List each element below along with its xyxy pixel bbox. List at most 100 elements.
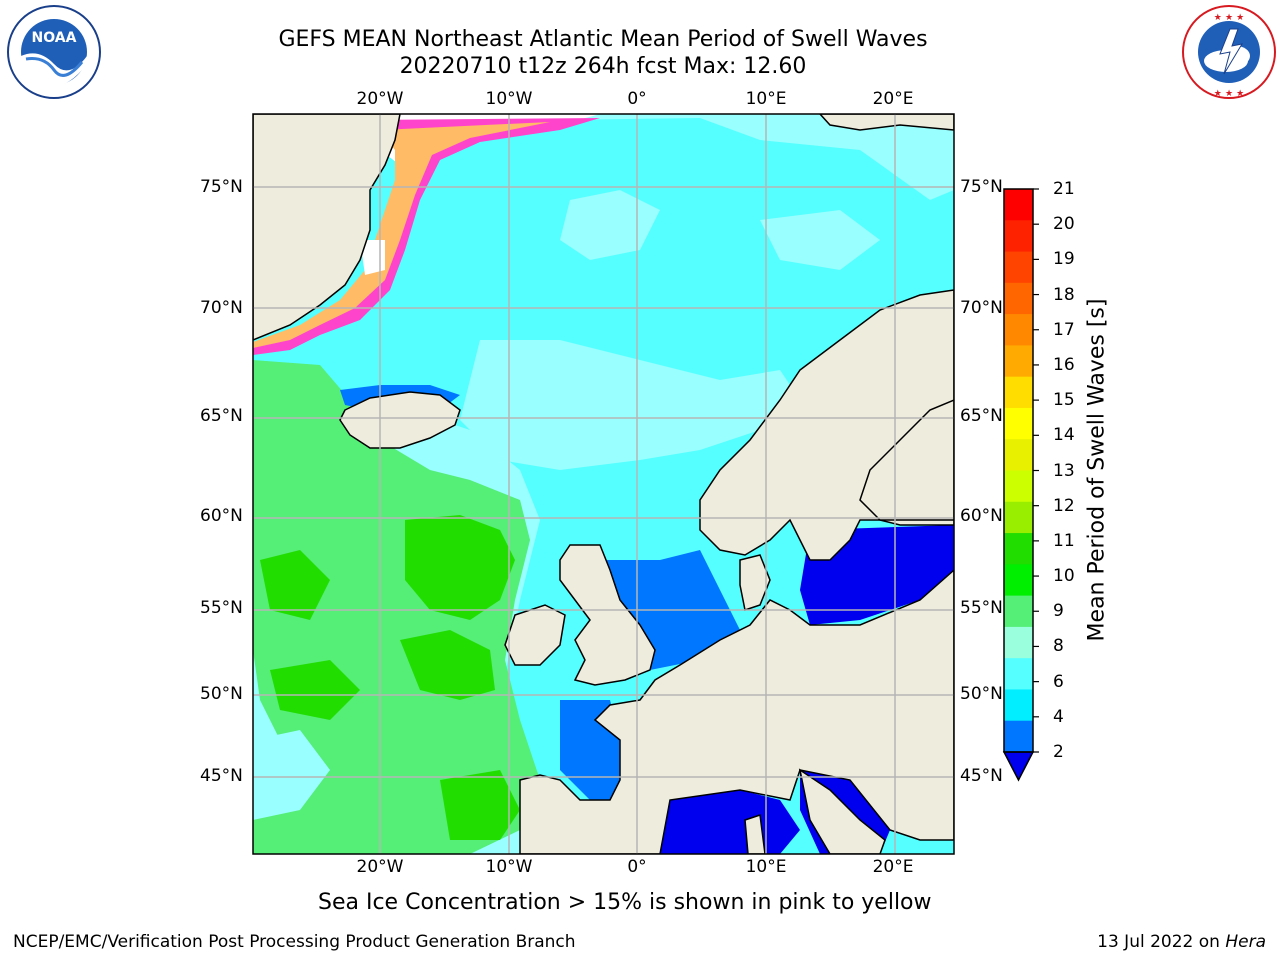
chart-subtitle: 20220710 t12z 264h fcst Max: 12.60 [399, 54, 807, 79]
left-lat-label: 70°N [200, 298, 243, 318]
colorbar-segment [1004, 407, 1033, 440]
colorbar-tick-label: 18 [1053, 284, 1075, 305]
footer-date-text: 13 Jul 2022 on [1097, 932, 1226, 952]
colorbar-tick-label: 8 [1053, 636, 1064, 657]
bottom-lon-label: 0° [627, 857, 647, 877]
colorbar-tick-label: 13 [1053, 460, 1075, 481]
colorbar-segment [1004, 595, 1033, 628]
light-cyan-region [460, 340, 800, 470]
right-lat-label: 50°N [960, 684, 1003, 704]
noaa-logo-text: NOAA [32, 30, 77, 46]
colorbar-label: Mean Period of Swell Waves [s] [1084, 298, 1110, 642]
colorbar-tick-label: 20 [1053, 214, 1075, 235]
noaa-logo: NOAA [7, 5, 101, 99]
right-lat-label: 60°N [960, 506, 1003, 526]
top-lon-label: 10°W [485, 89, 533, 109]
land-greenland [253, 114, 401, 341]
colorbar-tick-label: 15 [1053, 390, 1075, 411]
land-ireland [504, 604, 566, 666]
colorbar-tick-label: 11 [1053, 530, 1075, 551]
colorbar-segment [1004, 345, 1033, 378]
colorbar-segment [1004, 533, 1033, 565]
left-lat-label: 60°N [200, 506, 243, 526]
map-frame [252, 113, 955, 855]
nws-logo: ★ ★ ★ ★ ★ ★ [1182, 5, 1276, 99]
land-italy [798, 768, 886, 854]
light-cyan-region [560, 114, 954, 200]
footer-credit: NCEP/EMC/Verification Post Processing Pr… [13, 932, 576, 952]
colorbar-tick-label: 6 [1053, 671, 1064, 692]
colorbar-segment [1004, 251, 1033, 284]
bright-green-region [440, 770, 520, 840]
colorbar-segment [1004, 720, 1033, 753]
top-lon-label: 20°W [356, 89, 404, 109]
colorbar-segment [1004, 376, 1033, 409]
left-lat-label: 45°N [200, 766, 243, 786]
colorbar-tick-label: 9 [1053, 601, 1064, 622]
land [253, 114, 954, 854]
light-cyan-region [253, 730, 330, 820]
land-denmark [739, 554, 771, 611]
left-lat-label: 65°N [200, 406, 243, 426]
footer-host: Hera [1225, 932, 1266, 952]
left-lat-label: 75°N [200, 177, 243, 197]
colorbar-segment [1004, 439, 1033, 471]
colorbar-segment [1004, 189, 1033, 221]
colorbar-tick-label: 14 [1053, 425, 1075, 446]
colorbar-segment [1004, 282, 1033, 315]
colorbar-segment [1004, 626, 1033, 659]
light-cyan-region [560, 190, 660, 260]
bright-green-region [400, 630, 495, 700]
land-great-britain [559, 544, 656, 686]
chart-title: GEFS MEAN Northeast Atlantic Mean Period… [278, 27, 928, 52]
colorbar-extend-triangle [1002, 751, 1035, 782]
colorbar-segment [1004, 564, 1033, 597]
bright-green-region [270, 660, 360, 720]
bright-green-region [260, 550, 330, 620]
top-lon-label: 20°E [872, 89, 914, 109]
colorbar-tick-label: 2 [1053, 742, 1064, 762]
footer-date: 13 Jul 2022 on Hera [1097, 932, 1266, 952]
sea-ice-caption: Sea Ice Concentration > 15% is shown in … [318, 890, 932, 915]
colorbar-tick-label: 19 [1053, 249, 1075, 270]
map-area [253, 114, 954, 854]
ice-orange-band [253, 122, 550, 348]
bottom-lon-label: 10°W [485, 857, 533, 877]
colorbar-tick-label: 21 [1053, 179, 1075, 199]
colorbar-tick-label: 12 [1053, 495, 1075, 516]
colorbar-segment [1004, 658, 1033, 690]
colorbar-segment [1004, 220, 1033, 253]
colorbar-segment [1004, 689, 1033, 722]
land-iceland [339, 391, 461, 449]
right-lat-label: 55°N [960, 598, 1003, 618]
colorbar-tick-label: 17 [1053, 319, 1075, 340]
right-lat-label: 45°N [960, 766, 1003, 786]
right-lat-label: 70°N [960, 298, 1003, 318]
bottom-lon-label: 20°W [356, 857, 404, 877]
dark-blue-region [660, 790, 800, 854]
left-lat-label: 55°N [200, 598, 243, 618]
light-cyan-region [760, 210, 880, 270]
land-svalbard [818, 114, 954, 131]
svg-text:★ ★ ★: ★ ★ ★ [1214, 13, 1244, 23]
land-sardinia [744, 814, 766, 854]
colorbar-segment [1004, 470, 1033, 503]
bottom-lon-label: 10°E [745, 857, 787, 877]
right-lat-label: 75°N [960, 177, 1003, 197]
colorbar-segment [1004, 314, 1033, 346]
right-lat-label: 65°N [960, 406, 1003, 426]
ice-white-region [360, 240, 385, 275]
colorbar-tick-label: 4 [1053, 706, 1064, 727]
bright-green-region [405, 515, 515, 620]
top-lon-label: 10°E [745, 89, 787, 109]
bottom-lon-label: 20°E [872, 857, 914, 877]
green-region [253, 360, 540, 854]
colorbar-tick-label: 16 [1053, 354, 1075, 375]
svg-text:★ ★ ★: ★ ★ ★ [1214, 89, 1244, 99]
colorbar-segment [1004, 501, 1033, 534]
land-finland [859, 399, 954, 521]
top-lon-label: 0° [627, 89, 647, 109]
graticule [253, 114, 954, 854]
left-lat-label: 50°N [200, 684, 243, 704]
